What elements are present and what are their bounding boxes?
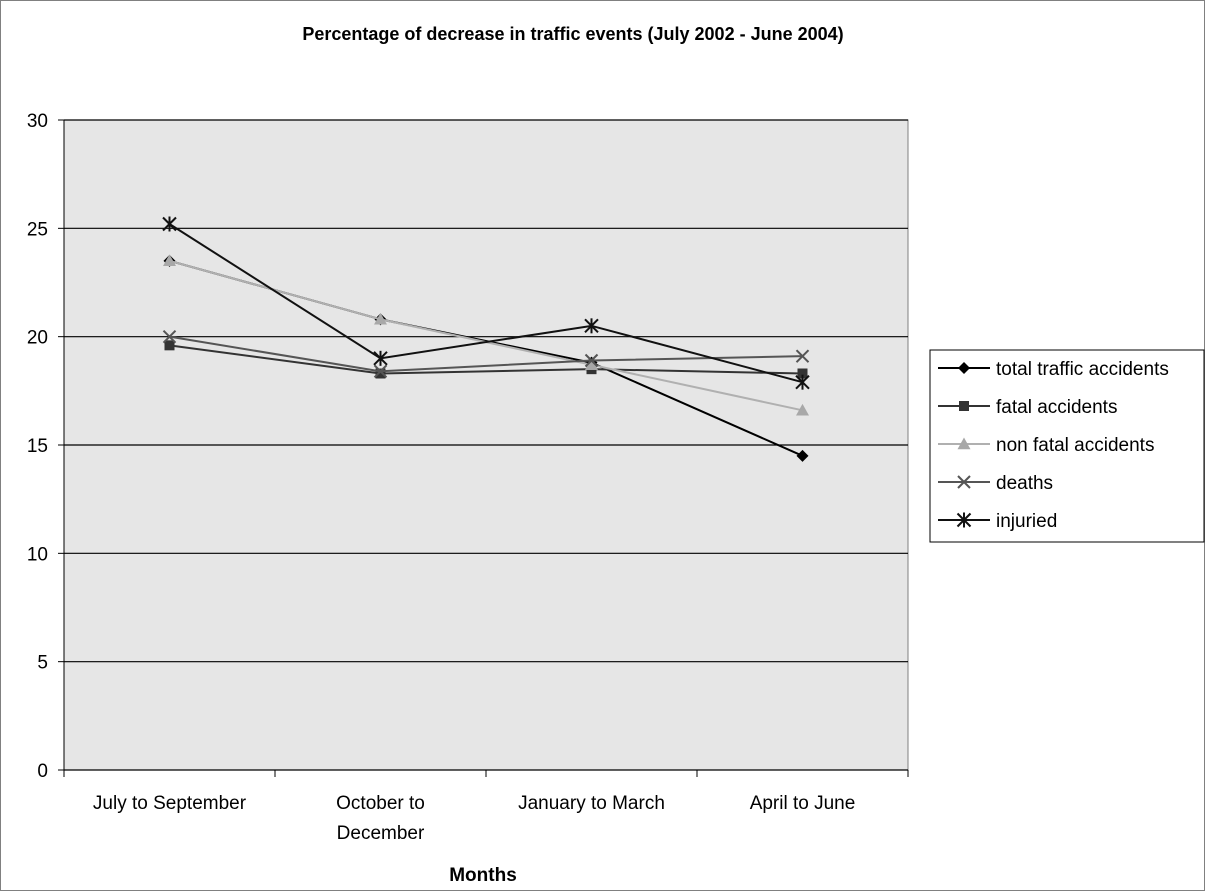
series-injuried [162,216,810,390]
series-deaths [162,329,810,379]
x-tick-label-line: July to September [93,793,247,814]
axes: 0 5 10 15 20 25 30 July to September October to D… [27,111,909,844]
x-tick-label: October to December [336,793,425,844]
y-tick-label: 0 [37,761,48,782]
x-tick-label: April to June [750,793,856,814]
data-point-fatal-accidents [164,340,175,351]
data-point-deaths [373,364,388,379]
x-tick-label: January to March [518,793,665,814]
x-tick-label-line: January to March [518,793,665,814]
x-tick-label-line: December [337,823,425,844]
legend-marker [959,401,969,411]
legend-label: total traffic accidents [996,359,1169,380]
legend-item-deaths: deaths [938,473,1053,494]
data-point-injuried [795,374,810,390]
legend-marker [956,512,972,528]
legend-marker [957,437,971,450]
marker-stroke [373,364,388,379]
y-tick-label: 20 [27,328,48,349]
data-point-injuried [162,216,177,232]
marker-stroke [584,353,599,368]
y-tick-label: 10 [27,544,48,565]
series-line-injuried [168,223,803,384]
legend-box [929,349,1205,543]
y-tick-label: 15 [27,436,48,457]
marker-stroke [795,349,810,363]
x-tick-label-line: April to June [750,793,856,814]
series-line-fatal-accidents [169,344,803,375]
y-tick-label: 5 [37,653,48,674]
legend-marker [958,362,970,374]
data-point-non-fatal-accidents [796,403,809,416]
data-point-non-fatal-accidents [374,312,387,325]
series-line-deaths [169,335,803,373]
marker-stroke [957,475,971,489]
legend-label: non fatal accidents [996,435,1154,456]
legend-marker [957,475,971,489]
x-tick-label: July to September [93,793,247,814]
x-axis-title: Months [449,865,517,886]
legend-label: injuried [996,511,1057,532]
series-group [162,216,810,462]
y-tick-label: 30 [27,111,48,132]
data-point-non-fatal-accidents [163,254,176,267]
data-point-fatal-accidents [375,368,386,379]
legend-label: fatal accidents [996,397,1117,418]
legend: total traffic accidents fatal accidents no… [929,349,1205,543]
data-point-non-fatal-accidents [585,358,598,371]
data-point-injuried [373,350,388,366]
chart-title: Percentage of decrease in traffic events… [302,24,843,44]
x-tick-label-line: October to [336,793,425,814]
data-point-fatal-accidents [797,368,808,379]
legend-item-fatal-accidents: fatal accidents [938,397,1117,418]
legend-item-injuried: injuried [938,511,1057,532]
plot-area [63,119,909,771]
data-point-injuried [584,318,599,334]
marker-stroke [162,329,177,344]
data-point-deaths [162,329,177,344]
y-tick-label: 25 [27,219,48,240]
data-point-deaths [795,349,810,363]
data-point-total-traffic-accidents [796,449,809,462]
legend-label: deaths [996,473,1053,494]
legend-item-non-fatal-accidents: non fatal accidents [938,435,1154,456]
data-point-deaths [584,353,599,368]
legend-item-total-traffic-accidents: total traffic accidents [938,359,1169,380]
